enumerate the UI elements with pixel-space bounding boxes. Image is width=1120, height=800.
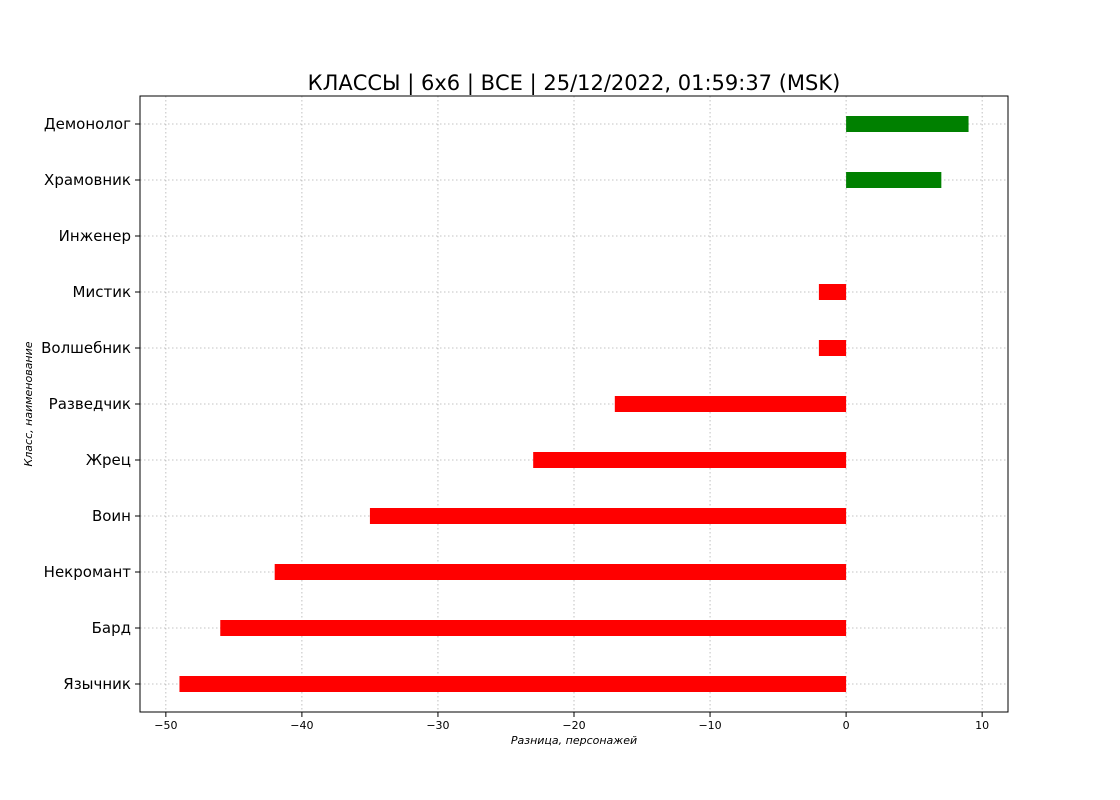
y-tick-label: Воин [92, 507, 131, 525]
x-axis-ticks: −50 −40 −30 −20 −10 0 10 [154, 712, 989, 732]
x-tick-label: 0 [843, 719, 850, 732]
bar [614, 396, 847, 412]
y-tick-label: Храмовник [44, 171, 131, 189]
y-tick-label: Мистик [73, 283, 131, 301]
grid [140, 96, 1008, 712]
y-tick-label: Некромант [44, 563, 132, 581]
x-tick-label: −40 [290, 719, 313, 732]
y-tick-label: Волшебник [41, 339, 131, 357]
y-axis-ticks: Демонолог Храмовник Инженер Мистик Волшебник… [41, 115, 140, 693]
bar [818, 340, 847, 356]
bar [533, 452, 847, 468]
x-tick-label: −30 [426, 719, 449, 732]
bars [179, 116, 969, 692]
x-tick-label: −10 [698, 719, 721, 732]
y-tick-label: Язычник [63, 675, 131, 693]
bar [846, 172, 942, 188]
x-tick-label: 10 [975, 719, 989, 732]
bar [220, 620, 847, 636]
bar [179, 676, 847, 692]
bar [846, 116, 969, 132]
x-tick-label: −20 [562, 719, 585, 732]
bar [818, 284, 847, 300]
y-tick-label: Жрец [86, 451, 131, 469]
y-tick-label: Демонолог [44, 115, 131, 133]
x-axis-label: Разница, персонажей [511, 734, 637, 747]
y-tick-label: Бард [92, 619, 131, 637]
y-tick-label: Инженер [59, 227, 131, 245]
chart-title: КЛАССЫ | 6х6 | ВСЕ | 25/12/2022, 01:59:3… [308, 71, 841, 96]
bar [274, 564, 847, 580]
y-axis-label: Класс, наименование [22, 341, 35, 466]
bar [369, 508, 847, 524]
x-tick-label: −50 [154, 719, 177, 732]
y-tick-label: Разведчик [49, 395, 131, 413]
